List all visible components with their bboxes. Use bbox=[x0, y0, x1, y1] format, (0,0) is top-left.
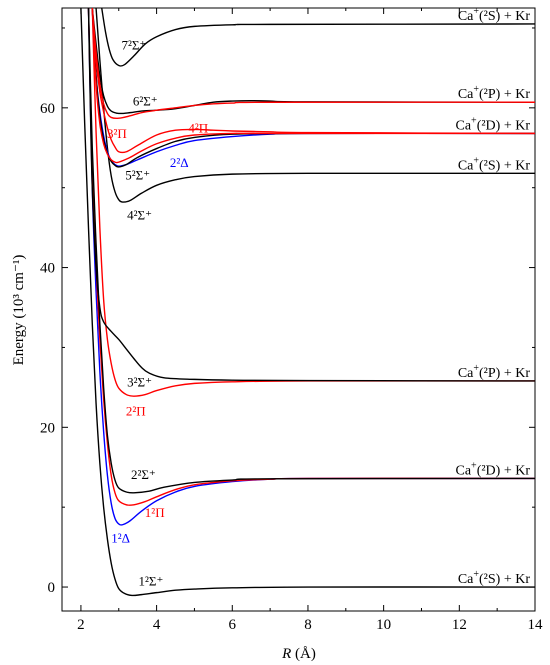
asymptote-label-3: Ca+(²P) + Kr bbox=[458, 363, 531, 381]
curve-4-sigma bbox=[87, 8, 535, 494]
x-tick-label: 8 bbox=[304, 617, 312, 633]
asymptote-label-4: Ca+(²S) + Kr bbox=[458, 155, 531, 173]
curve-14-sigma bbox=[101, 8, 535, 67]
potential-curves bbox=[80, 8, 535, 597]
curve-2-delta bbox=[87, 8, 535, 526]
y-tick-label: 0 bbox=[48, 580, 56, 596]
state-label-1-0: 1²Σ⁺ bbox=[139, 573, 164, 588]
curve-7-sigma bbox=[95, 8, 535, 203]
curve-1-sigma bbox=[80, 8, 535, 597]
asymptote-label-1: Ca+(²S) + Kr bbox=[458, 569, 531, 587]
y-tick-label: 40 bbox=[40, 261, 55, 277]
y-tick-label: 60 bbox=[40, 101, 55, 117]
state-label-5-7: 5²Σ⁺ bbox=[125, 168, 150, 183]
state-label-4-6: 4²Σ⁺ bbox=[127, 208, 152, 223]
curve-3-pi bbox=[87, 8, 535, 506]
x-tick-label: 2 bbox=[77, 617, 85, 633]
state-label-3-5: 3²Σ⁺ bbox=[127, 375, 152, 390]
state-label-6-11: 6²Σ⁺ bbox=[133, 93, 158, 108]
x-tick-label: 10 bbox=[376, 617, 391, 633]
state-label-3-9: 3²Π bbox=[107, 126, 127, 141]
x-axis-label: R (Å) bbox=[281, 646, 316, 662]
curve-6-sigma bbox=[87, 8, 535, 382]
x-tick-label: 14 bbox=[528, 617, 544, 633]
state-label-2-8: 2²Δ bbox=[170, 155, 189, 170]
asymptote-label-6: Ca+(²P) + Kr bbox=[458, 84, 531, 102]
y-axis-label: Energy (10³ cm⁻¹) bbox=[11, 255, 27, 366]
plot-frame bbox=[61, 7, 536, 612]
curve-10-pi bbox=[91, 8, 535, 164]
asymptote-label-5: Ca+(²D) + Kr bbox=[455, 115, 530, 133]
state-label-1-1: 1²Δ bbox=[111, 530, 130, 545]
x-tick-label: 4 bbox=[153, 617, 161, 633]
curve-5-pi bbox=[91, 8, 535, 397]
x-tick-label: 12 bbox=[452, 617, 467, 633]
asymptote-label-2: Ca+(²D) + Kr bbox=[455, 460, 530, 478]
axis-ticks: 2 4 6 8 10 12 14 0 20 40 60 bbox=[40, 8, 543, 633]
state-label-2-3: 2²Σ⁺ bbox=[131, 467, 156, 482]
asymptote-labels: Ca+(²S) + Kr Ca+(²D) + Kr Ca+(²P) + Kr Ca+(… bbox=[455, 6, 530, 587]
state-label-1-2: 1²Π bbox=[145, 505, 165, 520]
state-label-4-10: 4²Π bbox=[188, 121, 208, 136]
state-labels: 1²Σ⁺ 1²Δ 1²Π 2²Σ⁺ 2²Π 3²Σ⁺ 4²Σ⁺ 5²Σ⁺ 2²Δ 3²Π 4²Π 6²… bbox=[107, 38, 208, 589]
curve-11-pi bbox=[91, 8, 535, 154]
state-label-2-4: 2²Π bbox=[126, 403, 146, 418]
asymptote-label-7: Ca+(²S) + Kr bbox=[458, 6, 531, 24]
curve-13-pi bbox=[91, 8, 535, 120]
state-label-7-12: 7²Σ⁺ bbox=[121, 38, 146, 53]
y-tick-label: 20 bbox=[40, 420, 55, 436]
x-tick-label: 6 bbox=[229, 617, 237, 633]
